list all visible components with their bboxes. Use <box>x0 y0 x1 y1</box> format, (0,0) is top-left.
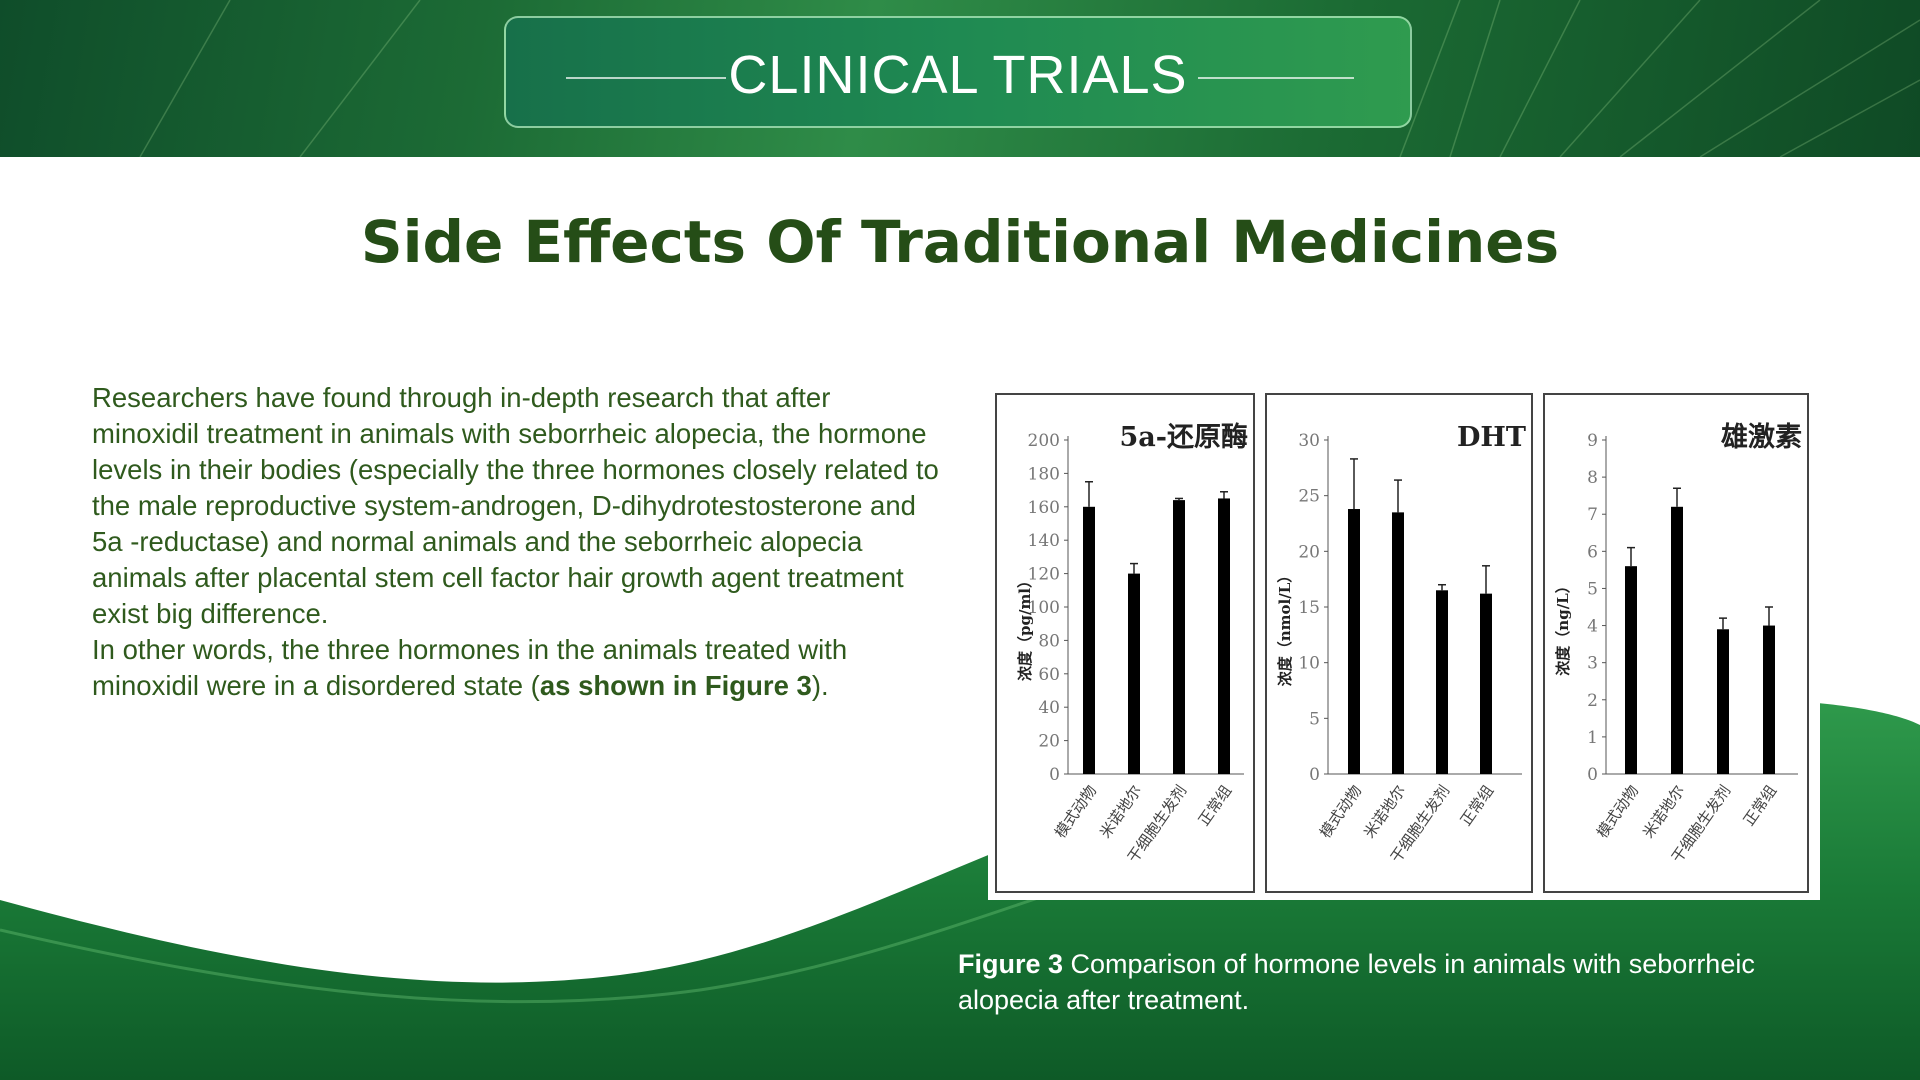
y-tick-label: 30 <box>1298 431 1320 451</box>
y-axis-label: 浓度（ng/L） <box>1554 578 1572 675</box>
y-tick-label: 200 <box>1028 431 1060 451</box>
y-tick-label: 6 <box>1587 542 1598 562</box>
title-pill: CLINICAL TRIALS <box>504 16 1412 128</box>
y-tick-label: 7 <box>1587 505 1598 525</box>
y-tick-label: 10 <box>1298 654 1320 674</box>
body-text: Researchers have found through in-depth … <box>92 380 942 704</box>
y-tick-label: 5 <box>1309 709 1320 729</box>
bar <box>1717 629 1729 774</box>
y-axis-label: 浓度（pg/ml） <box>1016 573 1034 681</box>
chart-panel-1: 0 20 40 60 80 100 120 140 160 180 200 浓度（pg/ml） 5a-还… <box>995 393 1255 893</box>
chart-panel-2: 051015202530浓度（nmol/L）DHT模式动物米诺地尔干细胞生发剂正… <box>1265 393 1533 893</box>
section-title: CLINICAL TRIALS <box>728 45 1188 105</box>
chart-title: 雄激素 <box>1720 421 1802 453</box>
header-texture <box>139 0 1920 157</box>
bar <box>1083 506 1095 774</box>
y-tick-label: 1 <box>1587 728 1598 748</box>
y-tick-label: 120 <box>1028 565 1060 585</box>
y-tick-label: 100 <box>1028 598 1060 618</box>
y-tick-label: 0 <box>1049 765 1060 785</box>
y-tick-label: 5 <box>1587 579 1598 599</box>
y-tick-label: 140 <box>1028 531 1060 551</box>
y-tick-label: 2 <box>1587 691 1598 711</box>
y-tick-label: 4 <box>1587 617 1598 637</box>
page-heading: Side Effects Of Traditional Medicines <box>360 208 1560 276</box>
y-tick-label: 40 <box>1038 698 1060 718</box>
title-line-left <box>566 77 726 79</box>
y-tick-label: 25 <box>1298 487 1320 507</box>
y-tick-label: 9 <box>1587 431 1598 451</box>
y-tick-label: 180 <box>1028 464 1060 484</box>
bar <box>1348 509 1360 774</box>
body-paragraph-2: In other words, the three hormones in th… <box>92 632 942 704</box>
body-paragraph-1: Researchers have found through in-depth … <box>92 382 939 629</box>
caption-text: Comparison of hormone levels in animals … <box>958 949 1755 1015</box>
bar <box>1128 573 1140 774</box>
bar <box>1218 498 1230 774</box>
caption-label: Figure 3 <box>958 949 1064 979</box>
figure-caption: Figure 3 Comparison of hormone levels in… <box>958 946 1858 1018</box>
y-tick-label: 8 <box>1587 468 1598 488</box>
bar <box>1436 590 1448 774</box>
y-tick-label: 15 <box>1298 598 1320 618</box>
body-paragraph-2-suffix: ). <box>811 670 829 701</box>
title-line-right <box>1198 77 1354 79</box>
bar <box>1625 566 1637 774</box>
chart-title: DHT <box>1457 422 1526 453</box>
bar <box>1480 593 1492 774</box>
y-tick-label: 0 <box>1587 765 1598 785</box>
header-banner: CLINICAL TRIALS <box>0 0 1920 157</box>
chart-title: 5a-还原酶 <box>1120 422 1249 453</box>
y-tick-label: 20 <box>1298 542 1320 562</box>
bar <box>1173 500 1185 774</box>
y-tick-label: 80 <box>1038 631 1060 651</box>
body-paragraph-2-prefix: In other words, the three hormones in th… <box>92 634 848 701</box>
bar <box>1763 625 1775 774</box>
figure-3: 0 20 40 60 80 100 120 140 160 180 200 浓度（pg/ml） 5a-还… <box>988 384 1820 900</box>
bar <box>1392 512 1404 774</box>
y-tick-label: 160 <box>1028 498 1060 518</box>
y-tick-label: 60 <box>1038 665 1060 685</box>
y-tick-label: 0 <box>1309 765 1320 785</box>
y-tick-label: 20 <box>1038 732 1060 752</box>
chart-frame <box>995 393 1255 893</box>
bar <box>1671 506 1683 774</box>
figure-reference: as shown in Figure 3 <box>539 670 812 701</box>
y-axis-label: 浓度（nmol/L） <box>1276 568 1294 687</box>
figure-3-charts: 020406080100120140160180200浓度（pg/ml）5a-还… <box>995 393 1809 893</box>
y-tick-label: 3 <box>1587 654 1598 674</box>
